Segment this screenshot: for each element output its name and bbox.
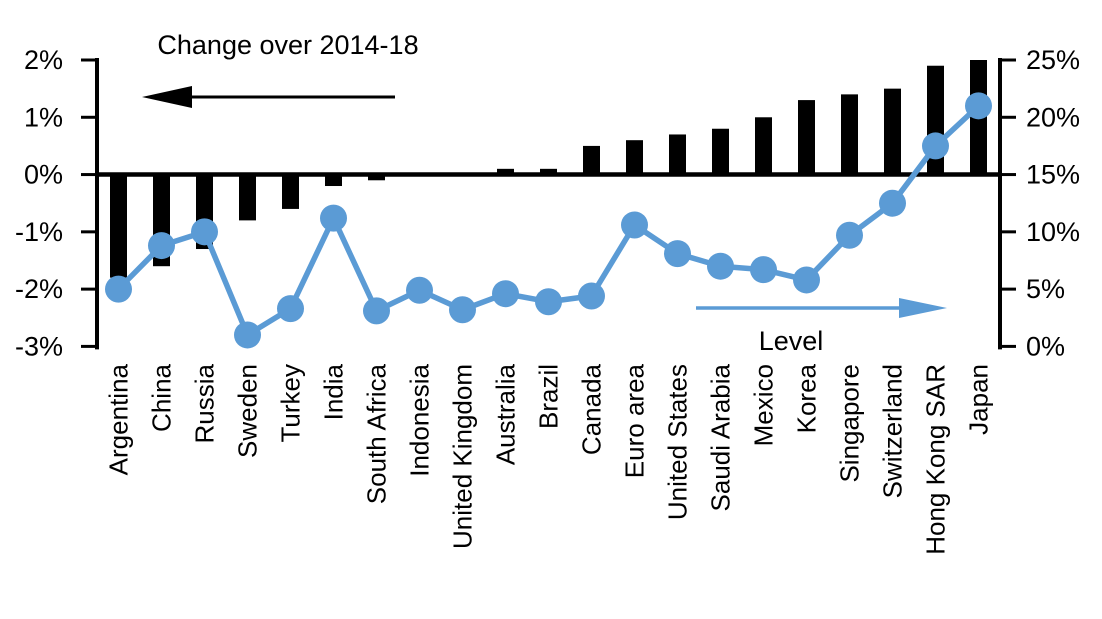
right-axis-tick-label: 15% — [1026, 160, 1080, 190]
bar-canada — [583, 145, 600, 175]
category-label-russia: Russia — [190, 363, 220, 443]
bar-mexico — [755, 117, 772, 175]
category-label-euro-area: Euro area — [620, 363, 650, 478]
level-marker-united-states — [664, 240, 691, 268]
level-marker-euro-area — [621, 211, 648, 239]
level-marker-korea — [793, 266, 820, 294]
bar-united-states — [669, 134, 686, 175]
category-label-singapore: Singapore — [835, 364, 865, 483]
left-axis-tick-label: 0% — [24, 160, 63, 190]
right-axis-tick-label: 20% — [1026, 102, 1080, 132]
bar-korea — [798, 100, 815, 175]
bar-saudi-arabia — [712, 128, 729, 175]
category-label-india: India — [319, 363, 349, 420]
level-marker-saudi-arabia — [707, 252, 734, 280]
left-axis-tick-label: 1% — [24, 102, 63, 132]
bar-euro-area — [626, 140, 643, 175]
level-arrow-right-icon — [899, 298, 947, 318]
category-label-japan: Japan — [964, 364, 994, 435]
left-axis-tick-label: -3% — [15, 331, 63, 361]
bar-sweden — [239, 174, 256, 221]
level-marker-russia — [191, 218, 218, 246]
category-label-united-kingdom: United Kingdom — [448, 364, 478, 549]
level-marker-australia — [492, 280, 519, 308]
category-label-turkey: Turkey — [276, 364, 306, 443]
category-label-australia: Australia — [491, 363, 521, 465]
category-label-saudi-arabia: Saudi Arabia — [706, 363, 736, 511]
right-axis-tick-label: 10% — [1026, 217, 1080, 247]
right-axis-tick-label: 25% — [1026, 45, 1080, 75]
category-label-china: China — [147, 363, 177, 431]
right-series-annotation: Level — [758, 326, 824, 356]
right-axis-tick-label: 0% — [1026, 331, 1065, 361]
level-marker-indonesia — [406, 276, 433, 304]
level-marker-turkey — [277, 295, 304, 323]
level-marker-india — [320, 204, 347, 232]
bar-australia — [497, 168, 514, 175]
category-label-hong-kong-sar: Hong Kong SAR — [921, 364, 951, 555]
level-marker-argentina — [105, 275, 132, 303]
left-series-annotation: Change over 2014-18 — [157, 30, 419, 60]
category-label-brazil: Brazil — [534, 364, 564, 429]
level-marker-sweden — [234, 321, 261, 349]
category-label-argentina: Argentina — [104, 363, 134, 475]
level-marker-united-kingdom — [449, 296, 476, 324]
category-label-south-africa: South Africa — [362, 363, 392, 504]
level-marker-brazil — [535, 288, 562, 316]
level-marker-south-africa — [363, 297, 390, 325]
category-label-switzerland: Switzerland — [878, 364, 908, 498]
level-marker-canada — [578, 282, 605, 310]
left-axis-tick-label: -2% — [15, 274, 63, 304]
level-marker-hong-kong-sar — [922, 132, 949, 160]
level-marker-switzerland — [879, 189, 906, 217]
category-label-indonesia: Indonesia — [405, 363, 435, 476]
left-axis-tick-label: -1% — [15, 217, 63, 247]
bar-brazil — [540, 168, 557, 175]
category-label-korea: Korea — [792, 363, 822, 433]
bar-switzerland — [884, 88, 901, 175]
bar-india — [325, 174, 342, 187]
bar-turkey — [282, 174, 299, 209]
category-label-united-states: United States — [663, 364, 693, 520]
bar-south-africa — [368, 174, 385, 181]
level-marker-mexico — [750, 256, 777, 284]
level-marker-japan — [965, 92, 992, 120]
bar-singapore — [841, 94, 858, 175]
left-axis-tick-label: 2% — [24, 45, 63, 75]
category-label-canada: Canada — [577, 363, 607, 455]
right-axis-tick-label: 5% — [1026, 274, 1065, 304]
level-marker-singapore — [836, 221, 863, 249]
category-label-sweden: Sweden — [233, 364, 263, 458]
bar-argentina — [110, 174, 127, 278]
category-label-mexico: Mexico — [749, 364, 779, 446]
change-arrow-left-icon — [142, 86, 192, 108]
level-marker-china — [148, 232, 175, 260]
